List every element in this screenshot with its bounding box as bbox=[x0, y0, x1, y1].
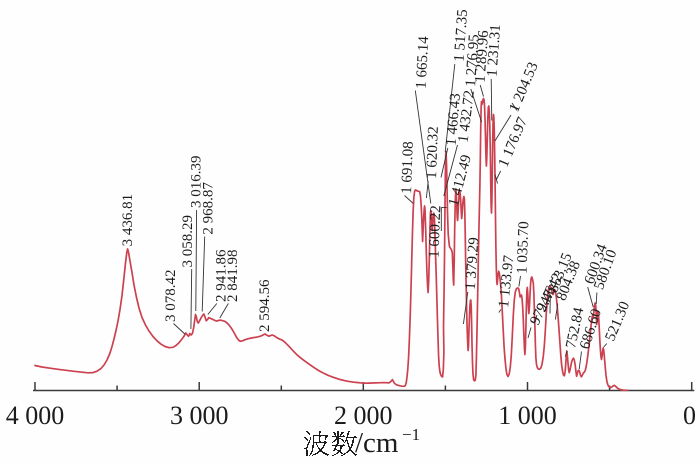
svg-text:2 594.56: 2 594.56 bbox=[257, 279, 273, 332]
svg-text:1 289.96: 1 289.96 bbox=[473, 29, 493, 83]
svg-text:0: 0 bbox=[683, 401, 696, 430]
svg-text:2 841.98: 2 841.98 bbox=[225, 250, 241, 303]
svg-text:3 000: 3 000 bbox=[170, 401, 229, 430]
svg-text:1 000: 1 000 bbox=[498, 401, 557, 430]
svg-text:/cm: /cm bbox=[355, 427, 399, 459]
svg-text:1 665.14: 1 665.14 bbox=[414, 35, 433, 89]
svg-text:1 276.95: 1 276.95 bbox=[463, 34, 483, 87]
svg-text:−1: −1 bbox=[402, 425, 420, 444]
svg-text:1 691.08: 1 691.08 bbox=[399, 141, 417, 194]
svg-text:2 941.86: 2 941.86 bbox=[214, 249, 230, 302]
svg-text:1 600.22: 1 600.22 bbox=[427, 205, 445, 258]
svg-text:3 016.39: 3 016.39 bbox=[189, 156, 205, 209]
svg-text:4 000: 4 000 bbox=[6, 401, 65, 430]
svg-text:1 517.35: 1 517.35 bbox=[452, 9, 472, 62]
svg-text:1 231.31: 1 231.31 bbox=[485, 24, 505, 77]
svg-text:1 466.43: 1 466.43 bbox=[444, 93, 465, 147]
svg-text:3 436.81: 3 436.81 bbox=[120, 194, 136, 247]
svg-text:2 000: 2 000 bbox=[334, 401, 393, 430]
svg-text:3 078.42: 3 078.42 bbox=[163, 270, 179, 323]
svg-text:1 133.97: 1 133.97 bbox=[496, 254, 517, 308]
svg-text:1 035.70: 1 035.70 bbox=[515, 221, 533, 274]
svg-text:2 968.87: 2 968.87 bbox=[201, 182, 217, 235]
svg-text:3 058.29: 3 058.29 bbox=[180, 215, 196, 268]
svg-text:1 432.72: 1 432.72 bbox=[456, 89, 478, 143]
svg-text:1 620.32: 1 620.32 bbox=[424, 126, 442, 179]
svg-text:1 379.29: 1 379.29 bbox=[463, 237, 483, 290]
